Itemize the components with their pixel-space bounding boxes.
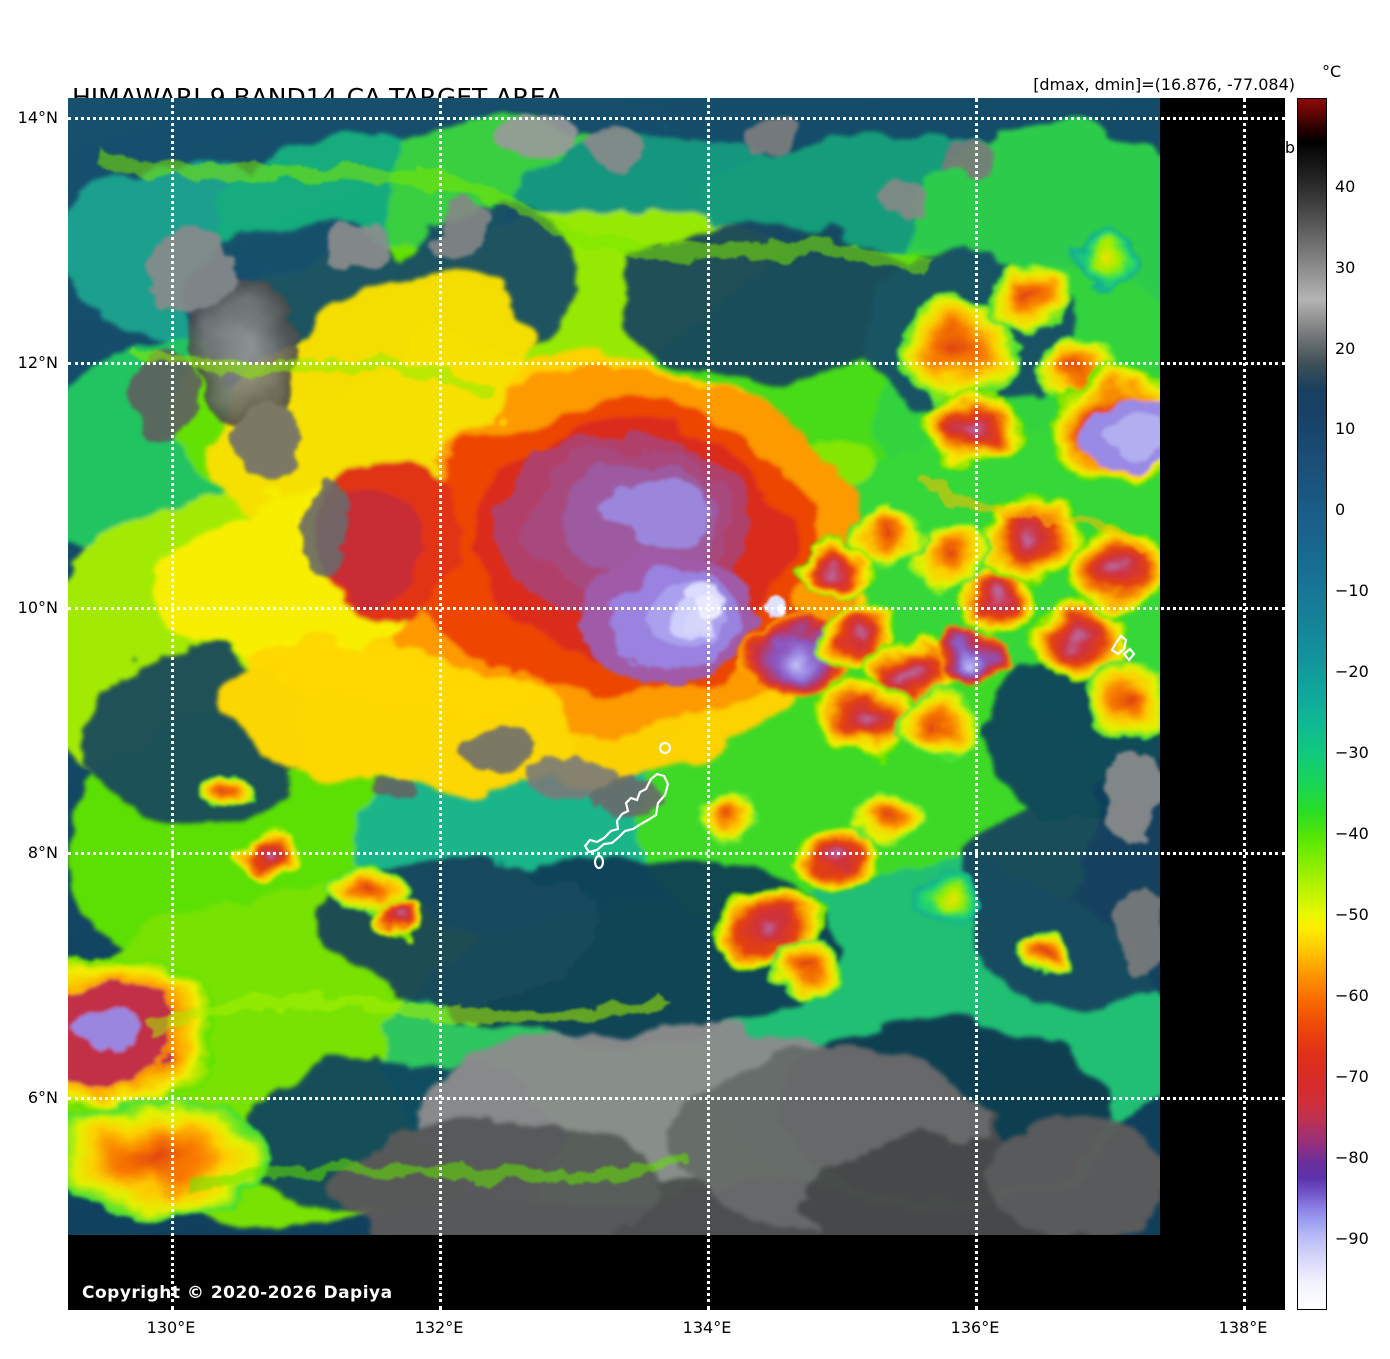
ytick-label-12n: 12°N (17, 353, 58, 372)
xtick-label-132e: 132°E (414, 1318, 464, 1337)
colorbar-tick-10: 10 (1335, 419, 1356, 438)
northeast-convective-cells (896, 232, 1160, 486)
colorbar-tick-n60: −60 (1335, 986, 1369, 1005)
colorbar-gradient (1297, 98, 1327, 1310)
satellite-imagery-svg (68, 98, 1160, 1235)
xtick-label-138e: 138°E (1218, 1318, 1268, 1337)
ytick-label-10n: 10°N (17, 598, 58, 617)
southwest-convective-cell (68, 768, 424, 1218)
copyright-notice: Copyright © 2020-2026 Dapiya (82, 1283, 393, 1303)
warm-surface-grey-region (338, 1028, 1160, 1235)
colorbar-tick-n50: −50 (1335, 905, 1369, 924)
colorbar-unit-label: °C (1322, 62, 1342, 81)
xtick-label-134e: 134°E (682, 1318, 732, 1337)
xtick-label-136e: 136°E (950, 1318, 1000, 1337)
satellite-plot-area: Copyright © 2020-2026 Dapiya (68, 98, 1285, 1310)
colorbar-tick-n20: −20 (1335, 662, 1369, 681)
colorbar-tick-40: 40 (1335, 177, 1356, 196)
colorbar-tick-0: 0 (1335, 500, 1346, 519)
coastline-overlay (583, 634, 1136, 870)
xtick-label-130e: 130°E (146, 1318, 196, 1337)
colorbar-tick-n70: −70 (1335, 1067, 1369, 1086)
data-range-label: [dmax, dmin]=(16.876, -77.084) (1033, 75, 1295, 94)
colorbar-tick-30: 30 (1335, 258, 1356, 277)
colorbar-tick-n80: −80 (1335, 1148, 1369, 1167)
title-product-line: HIMAWARI-9 BAND14-CA TARGET AREA (72, 82, 563, 114)
gridline-lon-138 (1243, 98, 1246, 1310)
temperature-colorbar: 40 30 20 10 0 −10 −20 −30 −40 −50 −60 −7… (1297, 98, 1369, 1310)
colorbar-tick-n30: −30 (1335, 743, 1369, 762)
ytick-label-8n: 8°N (27, 843, 58, 862)
colorbar-tick-n40: −40 (1335, 824, 1369, 843)
southern-convective-cells (694, 790, 1076, 998)
colorbar-tick-n90: −90 (1335, 1229, 1369, 1248)
ytick-label-14n: 14°N (17, 108, 58, 127)
ytick-label-6n: 6°N (27, 1088, 58, 1107)
colorbar-tick-20: 20 (1335, 339, 1356, 358)
infrared-satellite-raster (68, 98, 1160, 1235)
colorbar-tick-n10: −10 (1335, 581, 1369, 600)
scattered-grey-patches (133, 107, 1160, 968)
